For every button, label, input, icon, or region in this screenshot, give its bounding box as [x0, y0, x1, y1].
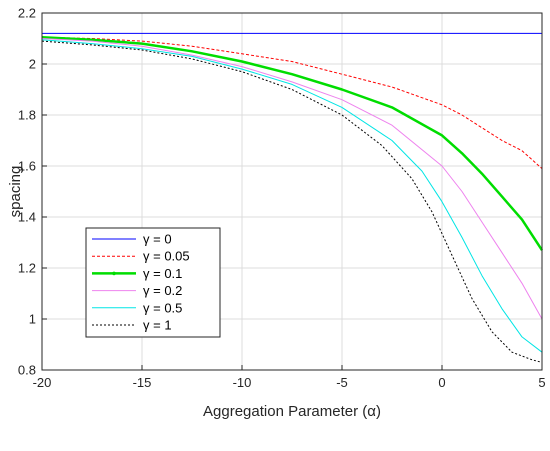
series-line-4	[41, 38, 543, 320]
x-tick-label: -15	[133, 375, 152, 390]
x-tick-label: 5	[538, 375, 545, 390]
legend: γ = 0 γ = 0.05 γ = 0.1 γ = 0.2 γ = 0.5 γ = 1	[85, 227, 221, 338]
legend-marker	[112, 271, 116, 276]
legend-label-4: γ = 0.2	[143, 283, 182, 298]
legend-label-2: γ = 0.05	[143, 249, 190, 264]
series-line-6	[41, 40, 543, 363]
legend-label-6: γ = 1	[143, 318, 172, 333]
legend-label-5: γ = 0.5	[143, 300, 182, 315]
x-tick-label: -10	[233, 375, 252, 390]
y-tick-label: 2	[29, 57, 36, 72]
y-tick-label: 1.6	[18, 159, 36, 174]
plot-frame	[41, 12, 543, 371]
tick-group: -20 -15 -10 -5 0 5 0.8 1 1.2 1.4 1.6 1.8 2 2.2	[18, 6, 546, 391]
x-axis-label: Aggregation Parameter (α)	[203, 403, 381, 420]
x-tick-label: -20	[33, 375, 52, 390]
legend-label-1: γ = 0	[143, 232, 172, 247]
series-line-5	[41, 39, 543, 353]
y-tick-label: 1.8	[18, 108, 36, 123]
y-axis-label: spacing	[7, 166, 24, 218]
y-tick-label: 1.4	[18, 210, 36, 225]
y-tick-label: 2.2	[18, 6, 36, 21]
series-line-3	[41, 35, 544, 251]
legend-label-3: γ = 0.1	[143, 266, 182, 281]
y-tick-label: 0.8	[18, 363, 36, 378]
x-tick-label: -5	[336, 375, 348, 390]
legend-box	[85, 227, 221, 338]
y-tick-label: 1	[29, 312, 36, 327]
series-group	[41, 32, 544, 363]
y-tick-label: 1.2	[18, 261, 36, 276]
x-tick-label: 0	[438, 375, 445, 390]
